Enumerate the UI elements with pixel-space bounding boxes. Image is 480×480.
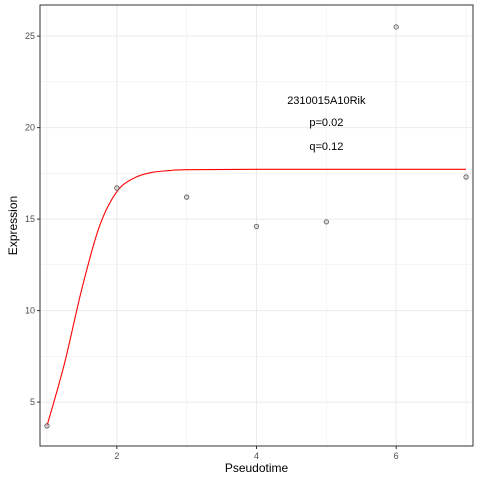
grid [40, 5, 473, 446]
y-tick-label: 25 [25, 31, 35, 41]
x-tick-label: 2 [114, 451, 119, 461]
annotation-gene-name: 2310015A10Rik [287, 95, 366, 107]
x-tick-label: 4 [254, 451, 259, 461]
data-point [323, 219, 329, 225]
y-tick-label: 20 [25, 123, 35, 133]
data-point [393, 24, 399, 30]
fit-curve-layer [46, 168, 467, 427]
y-tick-label: 15 [25, 214, 35, 224]
y-tick-label: 10 [25, 306, 35, 316]
y-axis-title: Expression [6, 196, 20, 255]
annotation-p-value: p=0.02 [309, 117, 343, 129]
data-point [184, 194, 190, 200]
axes: 2 4 6 5 10 15 20 25 [25, 31, 399, 461]
x-tick-label: 6 [394, 451, 399, 461]
data-point [253, 223, 260, 230]
data-point [44, 423, 50, 429]
annotation-q-value: q=0.12 [309, 141, 343, 153]
y-tick-label: 5 [30, 397, 35, 407]
points-layer [44, 24, 469, 429]
data-point [463, 174, 469, 180]
data-point [114, 185, 120, 191]
x-axis-title: Pseudotime [225, 461, 289, 475]
fit-curve [46, 168, 467, 427]
